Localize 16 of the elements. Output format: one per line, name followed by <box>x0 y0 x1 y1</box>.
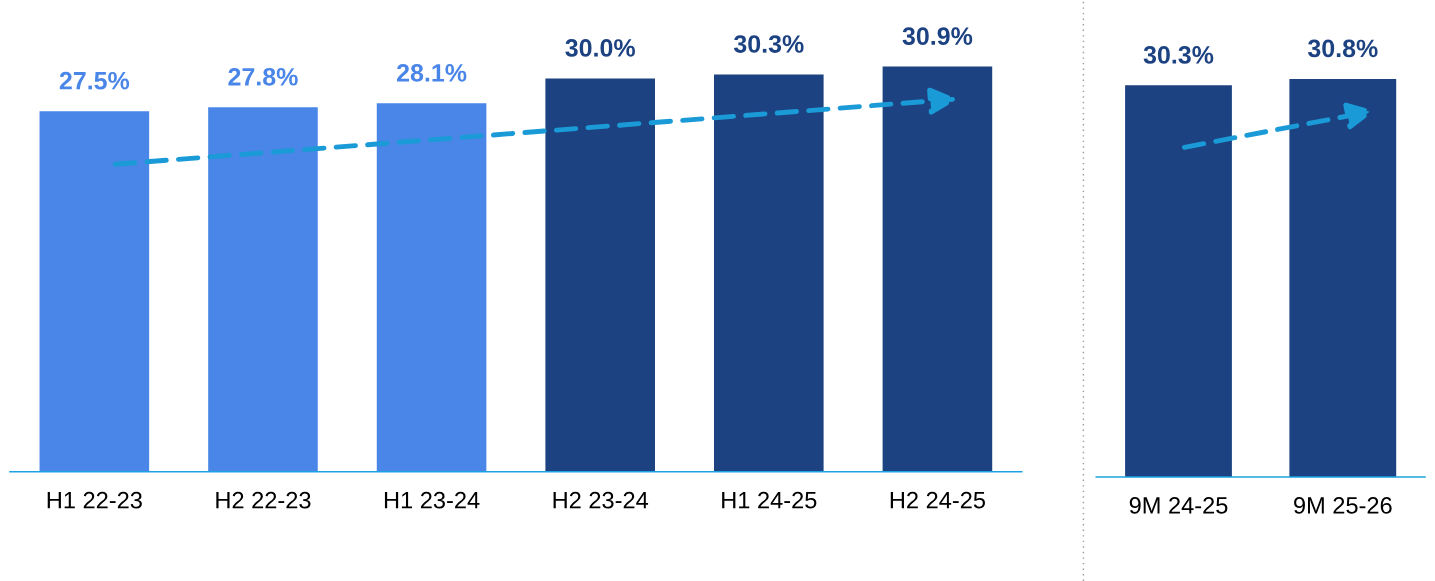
x-tick-label: H2 24-25 <box>890 491 985 509</box>
data-label: 30.3% <box>1143 46 1214 64</box>
data-label: 28.1% <box>397 63 467 82</box>
x-tick-label: H1 22-23 <box>47 491 142 509</box>
x-tick-label: H2 22-23 <box>216 491 311 509</box>
data-label: 27.5% <box>59 71 130 90</box>
x-tick-label: 9M 24-25 <box>1129 497 1228 514</box>
x-tick-label: 9M 25-26 <box>1294 497 1392 514</box>
data-label: 30.8% <box>1307 39 1378 58</box>
data-label: 30.3% <box>733 35 804 53</box>
data-label: 27.8% <box>228 67 298 86</box>
x-tick-label: H2 23-24 <box>553 491 649 509</box>
x-tick-label: H1 24-25 <box>722 491 817 509</box>
data-label: 30.9% <box>902 27 973 46</box>
x-tick-label: H1 23-24 <box>384 491 480 509</box>
data-label: 30.0% <box>565 39 635 57</box>
